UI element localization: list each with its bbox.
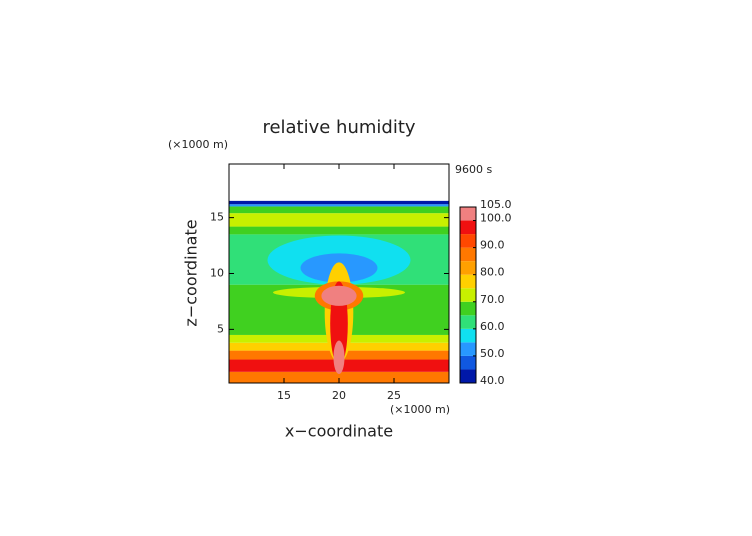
colorbar-swatch <box>460 220 476 235</box>
colorbar-swatch <box>460 207 476 221</box>
contour-band <box>229 204 449 207</box>
colorbar-swatch <box>460 247 476 262</box>
time-label: 9600 s <box>455 163 492 176</box>
colorbar-tick-label: 70.0 <box>480 293 505 306</box>
contour-region <box>333 340 345 375</box>
colorbar-swatch <box>460 369 476 383</box>
colorbar-swatch <box>460 328 476 343</box>
colorbar-swatch <box>460 288 476 302</box>
contour-band <box>229 371 449 383</box>
x-unit-label: (×1000 m) <box>390 403 450 416</box>
colorbar-tick-label: 105.0 <box>480 198 512 211</box>
colorbar-tick-label: 90.0 <box>480 239 505 252</box>
colorbar-swatch <box>460 315 476 329</box>
contour-band <box>229 226 449 235</box>
colorbar-tick-label: 40.0 <box>480 374 505 387</box>
y-axis-label: z−coordinate <box>182 219 201 326</box>
colorbar-swatch <box>460 355 476 370</box>
colorbar-frame <box>459 206 477 384</box>
colorbar-swatch <box>460 261 476 275</box>
y-tick-label: 10 <box>210 267 224 280</box>
contour-band <box>229 206 449 214</box>
colorbar-tick-label: 100.0 <box>480 212 512 225</box>
colorbar-swatch <box>460 274 476 289</box>
colorbar-swatch <box>460 301 476 316</box>
colorbar-tick-label: 50.0 <box>480 347 505 360</box>
colorbar-tick-label: 80.0 <box>480 266 505 279</box>
colorbar-tick-label: 60.0 <box>480 320 505 333</box>
y-tick-label: 5 <box>217 322 224 335</box>
contour-field <box>229 200 449 383</box>
contour-region <box>321 285 357 306</box>
colorbar-swatch <box>460 342 476 356</box>
contour-band <box>229 200 449 205</box>
x-axis-label: x−coordinate <box>285 422 393 441</box>
x-tick-label: 25 <box>387 389 401 402</box>
y-tick-label: 15 <box>210 211 224 224</box>
x-tick-label: 15 <box>277 389 291 402</box>
contour-band <box>229 213 449 227</box>
colorbar-swatch <box>460 234 476 248</box>
chart-title: relative humidity <box>262 117 415 138</box>
y-unit-label: (×1000 m) <box>168 138 228 151</box>
x-tick-label: 20 <box>332 389 346 402</box>
